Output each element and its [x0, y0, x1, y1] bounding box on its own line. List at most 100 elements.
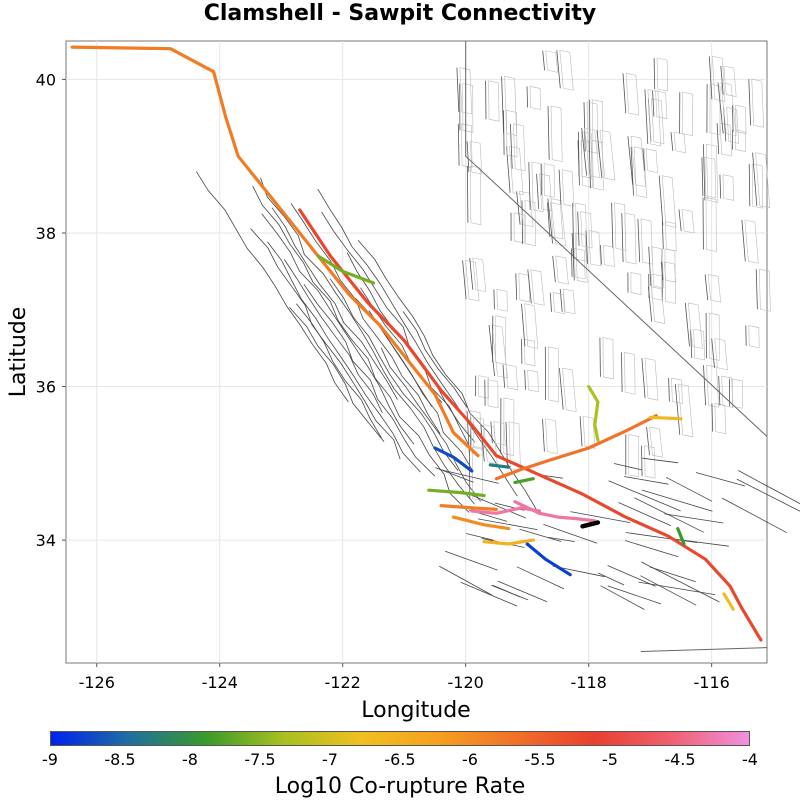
fault-trace	[684, 302, 690, 347]
fault-trace	[736, 478, 800, 512]
fault-trace	[668, 377, 670, 402]
fault-dip-outline	[504, 76, 517, 136]
fault-trace	[708, 56, 713, 100]
fault-dip-outline	[505, 364, 518, 391]
colorbar-tick-label: -8	[182, 750, 198, 769]
fault-dip-outline	[704, 156, 717, 199]
fault-trace	[583, 102, 586, 152]
fault-trace	[732, 105, 734, 132]
fault-trace	[624, 540, 679, 558]
fault-dip-outline	[758, 268, 771, 312]
fault-dip-outline	[550, 202, 564, 240]
colorbar-tick-label: -7	[322, 750, 338, 769]
fault-trace	[250, 228, 401, 460]
rupture-section	[676, 526, 686, 546]
rupture-section	[482, 538, 535, 546]
fault-dip-outline	[705, 197, 717, 252]
fault-dip-outline	[543, 163, 555, 198]
fault-dip-outline	[722, 174, 735, 201]
fault-trace	[252, 185, 470, 513]
fault-trace	[717, 82, 724, 134]
fault-trace	[670, 132, 674, 151]
x-tick-label: -122	[325, 673, 361, 692]
fault-dip-outline	[478, 375, 490, 399]
fault-dip-outline	[663, 261, 677, 283]
fault-trace	[528, 162, 531, 210]
fault-dip-outline	[714, 403, 727, 435]
fault-trace	[581, 127, 587, 176]
fault-trace	[559, 288, 563, 312]
colorbar-tick-label: -6	[462, 750, 478, 769]
fault-dip-outline	[518, 272, 531, 303]
fault-trace	[640, 575, 697, 606]
grid	[66, 41, 767, 663]
fault-trace	[642, 457, 679, 464]
fault-dip-outline	[665, 221, 677, 252]
fault-trace	[718, 375, 721, 406]
rupture-section	[433, 446, 474, 473]
fault-trace	[755, 269, 758, 310]
fault-dip-outline	[591, 139, 604, 191]
fault-trace	[695, 472, 746, 487]
fault-trace	[577, 211, 580, 247]
fault-dip-outline	[584, 127, 600, 179]
fault-dip-outline	[519, 190, 534, 228]
colorbar-tick-label: -5.5	[524, 750, 556, 769]
fault-dip-outline	[562, 367, 577, 412]
fault-trace	[460, 581, 518, 607]
rupture-section	[470, 506, 542, 515]
background-faults	[196, 41, 800, 652]
fault-dip-outline	[671, 377, 683, 404]
y-axis-label: Latitude	[6, 307, 31, 398]
fault-dip-outline	[656, 57, 669, 92]
fault-trace	[488, 325, 495, 377]
fault-dip-outline	[655, 90, 668, 119]
fault-dip-outline	[735, 104, 747, 135]
fault-dip-outline	[720, 82, 737, 137]
fault-trace	[466, 141, 470, 173]
fault-trace	[598, 572, 625, 586]
boundary-line	[465, 41, 768, 437]
colorbar-tick-label: -8.5	[104, 750, 136, 769]
fault-dip-outline	[472, 257, 487, 293]
x-axis-label: Longitude	[361, 698, 470, 723]
fault-dip-outline	[630, 272, 642, 295]
fault-trace	[674, 383, 681, 435]
fault-trace	[515, 273, 518, 301]
fault-dip-outline	[524, 338, 536, 367]
y-tick-label: 40	[36, 70, 56, 89]
fault-dip-outline	[531, 161, 544, 213]
colorbar-tick-label: -5	[602, 750, 618, 769]
fault-dip-outline	[625, 72, 640, 116]
fault-trace	[466, 533, 494, 541]
fault-trace	[321, 211, 476, 443]
fault-dip-outline	[624, 352, 636, 395]
fault-trace	[720, 65, 724, 95]
fault-trace	[625, 532, 698, 543]
fault-dip-outline	[575, 202, 587, 262]
fault-trace	[445, 550, 498, 571]
fault-dip-outline	[545, 50, 558, 73]
fault-trace	[599, 337, 601, 377]
fault-trace	[703, 144, 706, 201]
fault-trace	[571, 248, 573, 277]
fault-dip-outline	[647, 89, 662, 147]
fault-dip-outline	[645, 148, 658, 173]
fault-trace	[596, 130, 603, 179]
fault-dip-outline	[487, 379, 499, 409]
fault-trace	[719, 174, 722, 199]
fault-map: -126 -124 -122 -120 -118 -116 34 36 38 40 Longitu…	[6, 40, 800, 723]
fault-dip-outline	[651, 273, 663, 301]
fault-trace	[490, 421, 493, 444]
fault-dip-outline	[550, 105, 563, 162]
fault-trace	[462, 260, 467, 300]
rupture-section	[451, 515, 511, 531]
fault-trace	[283, 259, 383, 414]
fault-dip-outline	[527, 369, 539, 393]
fault-trace	[716, 123, 720, 155]
fault-dip-outline	[744, 219, 759, 264]
fault-dip-outline	[483, 424, 498, 464]
fault-trace	[329, 278, 459, 472]
rupture-section	[513, 477, 535, 485]
fault-trace	[621, 352, 623, 393]
